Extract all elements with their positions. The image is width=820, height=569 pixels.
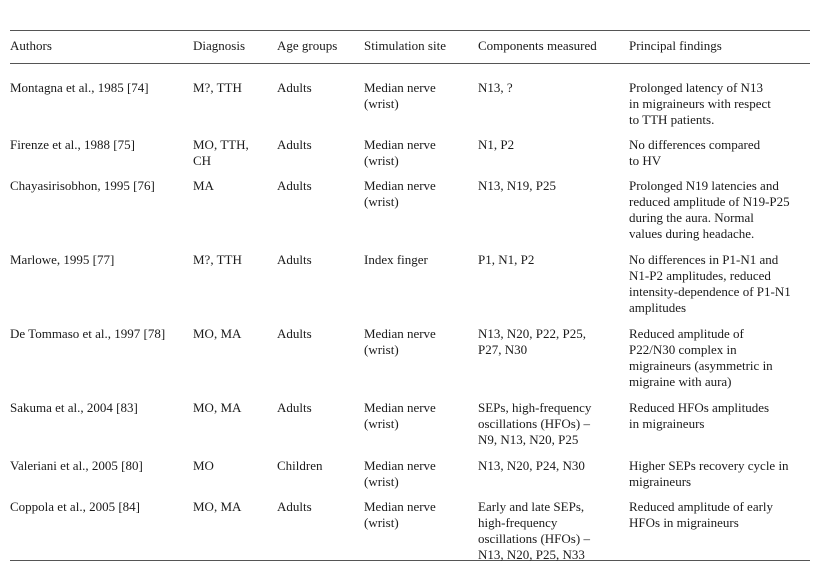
studies-table: Authors Diagnosis Age groups Stimulation… <box>10 38 810 564</box>
cell-components: P1, N1, P2 <box>478 252 535 267</box>
cell-findings: Prolonged latency of N13 in migraineurs … <box>629 80 771 127</box>
cell-authors: Chayasirisobhon, 1995 [76] <box>10 178 155 193</box>
cell-authors: De Tommaso et al., 1997 [78] <box>10 326 166 341</box>
table-row: Coppola et al., 2005 [84] MO, MA Adults … <box>10 490 810 564</box>
cell-findings: Reduced HFOs amplitudes in migraineurs <box>629 400 770 431</box>
cell-stimulation-site: Median nerve (wrist) <box>364 80 436 111</box>
cell-findings: Reduced amplitude of P22/N30 complex in … <box>629 326 773 389</box>
header-authors: Authors <box>10 38 52 53</box>
header-stimulation-site: Stimulation site <box>364 38 446 53</box>
cell-authors: Firenze et al., 1988 [75] <box>10 137 135 152</box>
cell-authors: Marlowe, 1995 [77] <box>10 252 115 267</box>
table-row: Marlowe, 1995 [77] M?, TTH Adults Index … <box>10 243 810 317</box>
cell-diagnosis: MO, MA <box>193 326 242 341</box>
cell-diagnosis: M?, TTH <box>193 80 242 95</box>
cell-authors: Coppola et al., 2005 [84] <box>10 499 140 514</box>
cell-stimulation-site: Median nerve (wrist) <box>364 458 436 489</box>
cell-diagnosis: MO, TTH, CH <box>193 137 249 168</box>
cell-authors: Valeriani et al., 2005 [80] <box>10 458 143 473</box>
cell-components: N13, N20, P22, P25, P27, N30 <box>478 326 586 357</box>
cell-findings: Higher SEPs recovery cycle in migraineur… <box>629 458 789 489</box>
table-body: Montagna et al., 1985 [74] M?, TTH Adult… <box>10 71 810 564</box>
cell-stimulation-site: Index finger <box>364 252 428 267</box>
cell-findings: Prolonged N19 latencies and reduced ampl… <box>629 178 790 241</box>
header-age-groups: Age groups <box>277 38 338 53</box>
cell-age-group: Adults <box>277 326 312 341</box>
cell-stimulation-site: Median nerve (wrist) <box>364 400 436 431</box>
header-diagnosis: Diagnosis <box>193 38 245 53</box>
cell-stimulation-site: Median nerve (wrist) <box>364 326 436 357</box>
cell-diagnosis: MO, MA <box>193 400 242 415</box>
cell-stimulation-site: Median nerve (wrist) <box>364 499 436 530</box>
table-header: Authors Diagnosis Age groups Stimulation… <box>10 38 810 71</box>
table-row: De Tommaso et al., 1997 [78] MO, MA Adul… <box>10 317 810 391</box>
cell-authors: Sakuma et al., 2004 [83] <box>10 400 138 415</box>
header-components-measured: Components measured <box>478 38 597 53</box>
cell-age-group: Adults <box>277 400 312 415</box>
cell-age-group: Adults <box>277 80 312 95</box>
cell-components: N13, ? <box>478 80 513 95</box>
cell-age-group: Adults <box>277 137 312 152</box>
cell-findings: No differences compared to HV <box>629 137 761 168</box>
cell-stimulation-site: Median nerve (wrist) <box>364 178 436 209</box>
table-row: Valeriani et al., 2005 [80] MO Children … <box>10 449 810 490</box>
cell-components: N13, N19, P25 <box>478 178 557 193</box>
cell-findings: No differences in P1-N1 and N1-P2 amplit… <box>629 252 791 315</box>
cell-diagnosis: M?, TTH <box>193 252 242 267</box>
cell-components: SEPs, high-frequency oscillations (HFOs)… <box>478 400 592 447</box>
table-row: Firenze et al., 1988 [75] MO, TTH, CH Ad… <box>10 128 810 169</box>
cell-stimulation-site: Median nerve (wrist) <box>364 137 436 168</box>
cell-findings: Reduced amplitude of early HFOs in migra… <box>629 499 774 530</box>
table-header-rule <box>10 63 810 64</box>
table-row: Montagna et al., 1985 [74] M?, TTH Adult… <box>10 71 810 128</box>
cell-age-group: Children <box>277 458 323 473</box>
table-top-rule <box>10 30 810 31</box>
cell-diagnosis: MA <box>193 178 214 193</box>
header-principal-findings: Principal findings <box>629 38 722 53</box>
table-row: Sakuma et al., 2004 [83] MO, MA Adults M… <box>10 391 810 449</box>
cell-authors: Montagna et al., 1985 [74] <box>10 80 149 95</box>
table-row: Chayasirisobhon, 1995 [76] MA Adults Med… <box>10 169 810 243</box>
table-bottom-rule <box>10 560 810 561</box>
cell-age-group: Adults <box>277 178 312 193</box>
cell-diagnosis: MO, MA <box>193 499 242 514</box>
cell-age-group: Adults <box>277 499 312 514</box>
cell-components: Early and late SEPs, high-frequency osci… <box>478 499 590 562</box>
header-row: Authors Diagnosis Age groups Stimulation… <box>10 38 810 71</box>
cell-components: N1, P2 <box>478 137 515 152</box>
cell-diagnosis: MO <box>193 458 214 473</box>
cell-components: N13, N20, P24, N30 <box>478 458 585 473</box>
cell-age-group: Adults <box>277 252 312 267</box>
